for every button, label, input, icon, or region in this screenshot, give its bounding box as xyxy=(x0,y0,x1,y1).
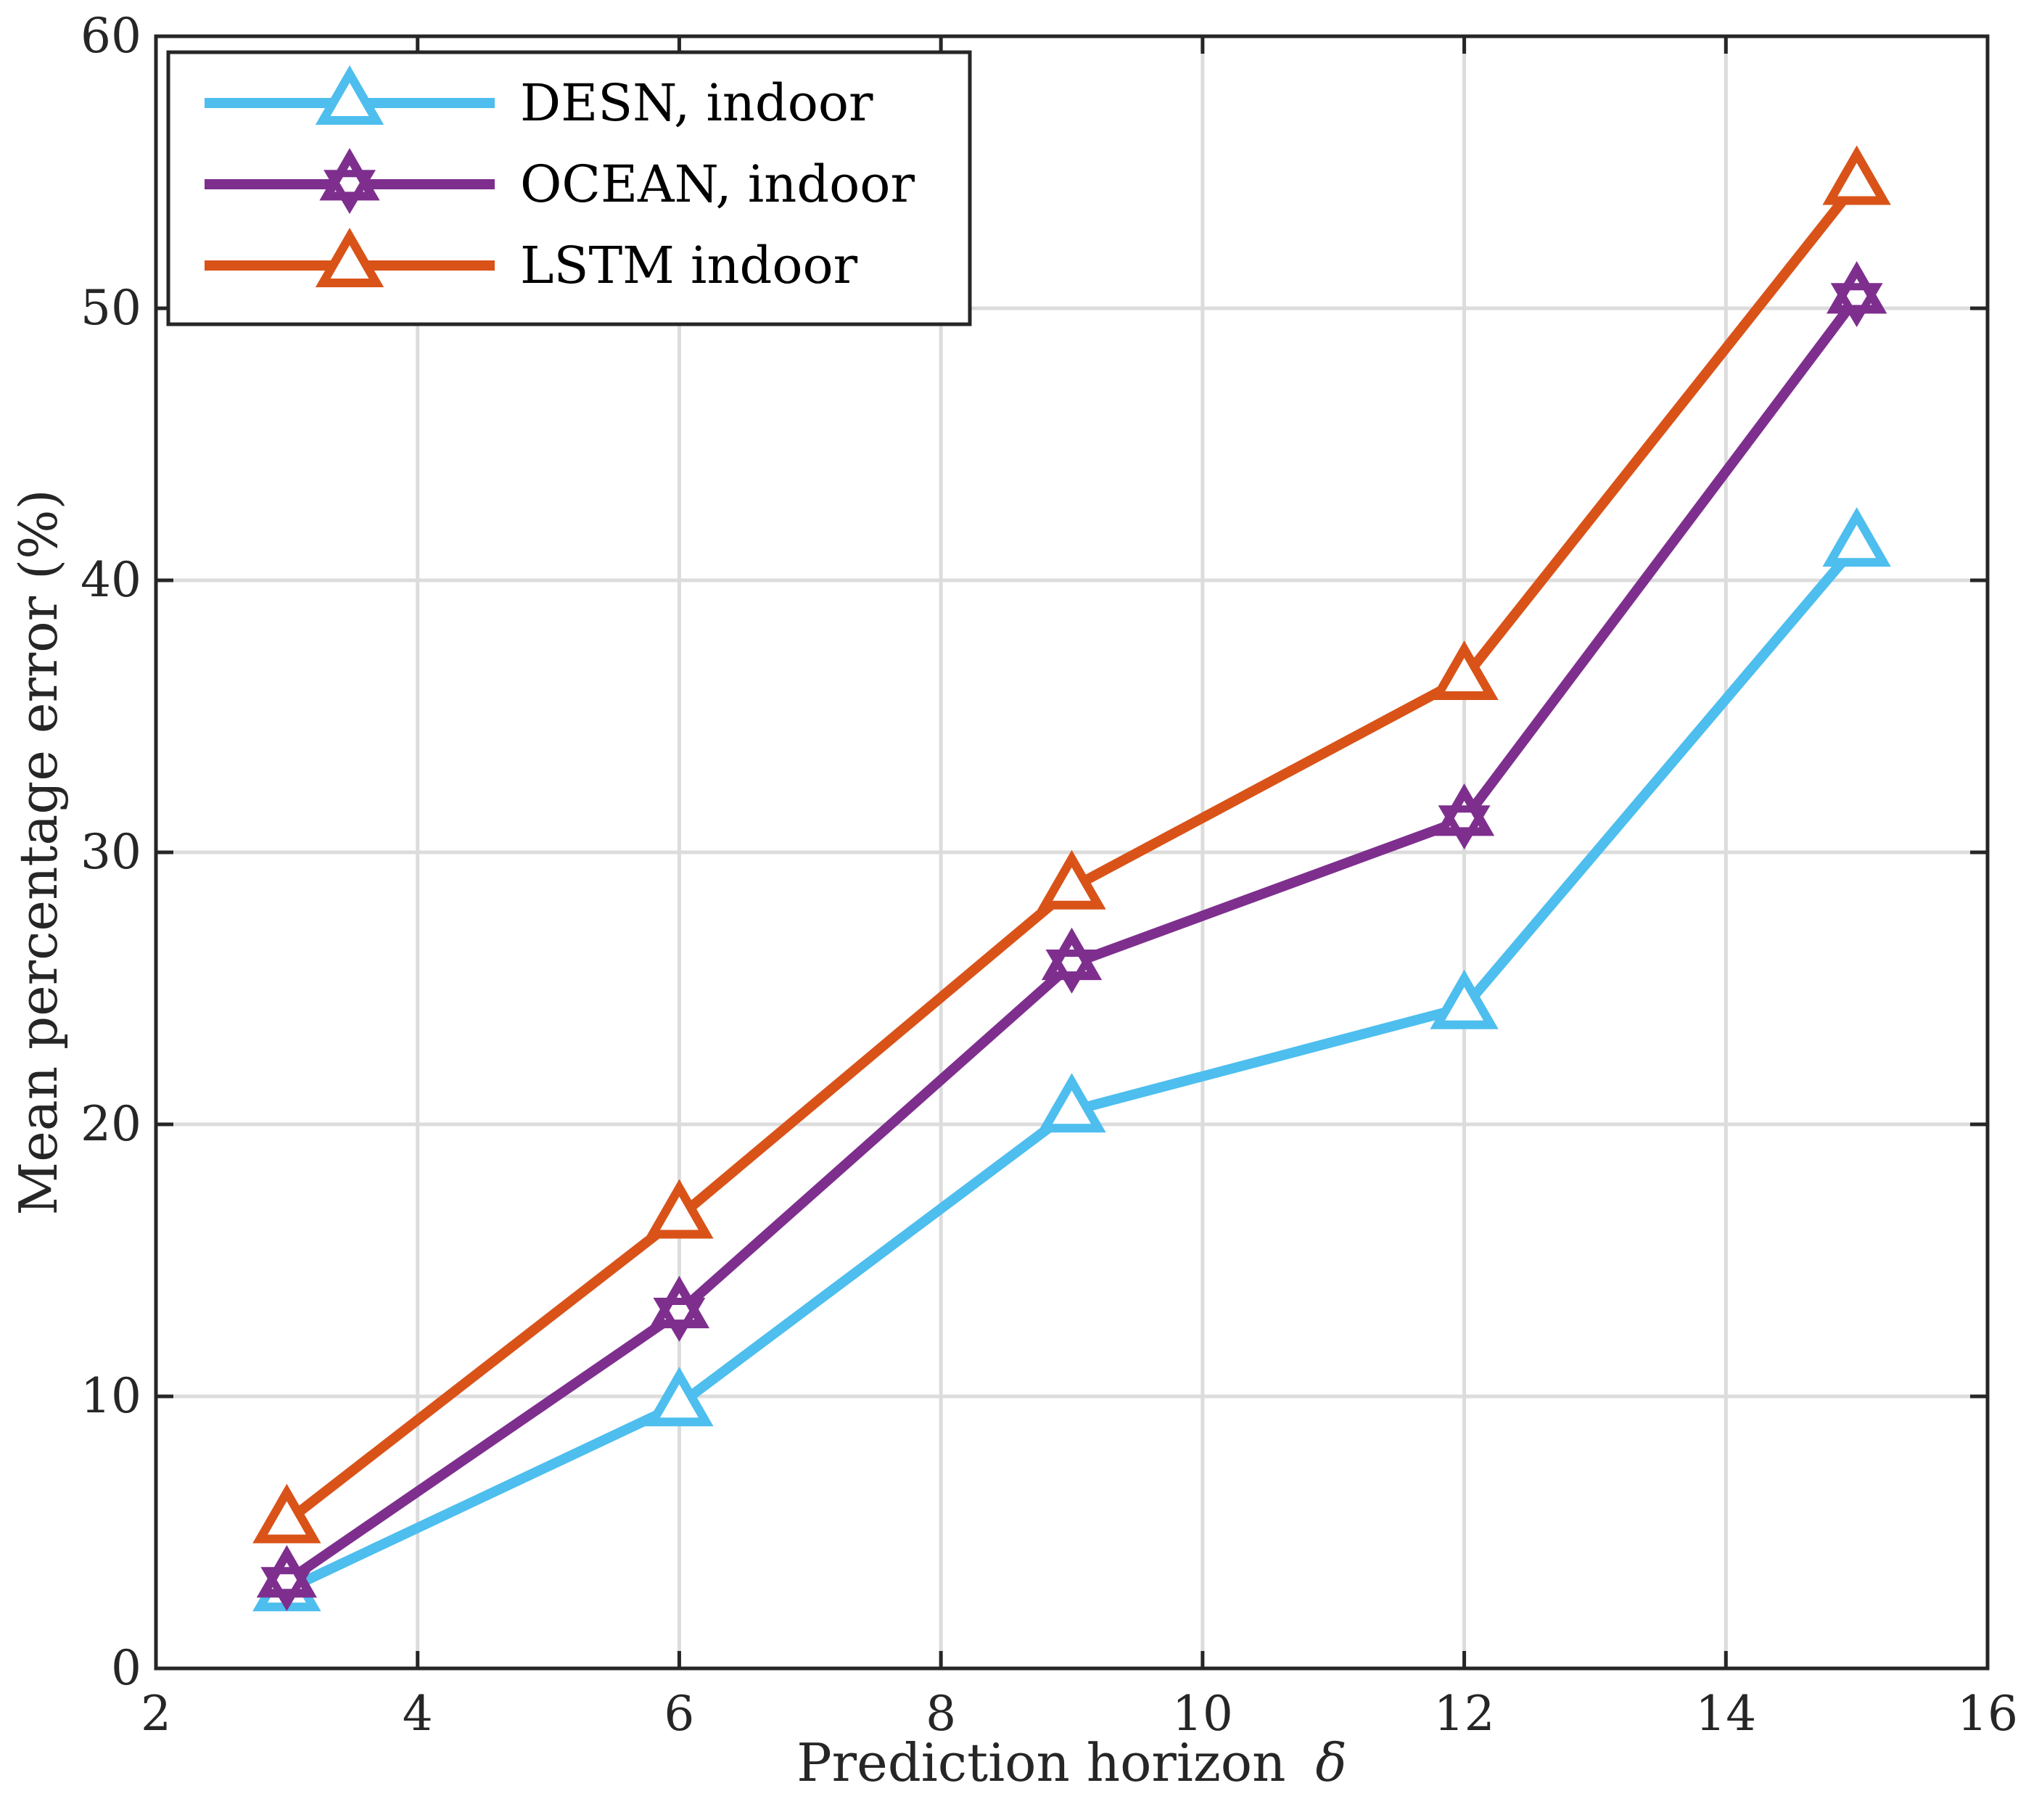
x-axis-label-text: Prediction horizon xyxy=(796,1732,1285,1793)
legend-marker xyxy=(315,227,384,287)
data-point-lower-triangle xyxy=(1438,805,1491,850)
y-tick-label: 60 xyxy=(81,8,141,64)
data-point xyxy=(1037,849,1106,910)
data-point xyxy=(648,1275,710,1342)
legend-marker xyxy=(319,147,380,215)
y-tick-label: 40 xyxy=(81,552,141,608)
y-tick-label: 20 xyxy=(81,1096,141,1152)
x-tick-label: 4 xyxy=(403,1686,433,1742)
x-axis-label-symbol: δ xyxy=(1315,1732,1346,1793)
x-tick-label: 6 xyxy=(664,1686,694,1742)
y-tick-label: 30 xyxy=(81,824,141,880)
data-point xyxy=(1430,640,1499,700)
y-tick-label: 0 xyxy=(111,1640,141,1696)
legend-label: OCEAN, indoor xyxy=(520,155,915,214)
data-point xyxy=(252,1483,321,1544)
data-point xyxy=(645,1179,714,1239)
data-point-lower-triangle xyxy=(260,1567,313,1612)
y-tick-label: 10 xyxy=(81,1368,141,1424)
legend-item: DESN, indoor xyxy=(205,65,873,133)
data-point xyxy=(1433,783,1495,850)
x-tick-label: 8 xyxy=(926,1686,956,1742)
series-1 xyxy=(256,260,1887,1612)
legend-marker xyxy=(315,65,384,125)
x-tick-label: 2 xyxy=(141,1686,171,1742)
x-tick-label: 14 xyxy=(1695,1686,1756,1742)
legend: DESN, indoor OCEAN, indoor LSTM indoor xyxy=(166,50,972,326)
data-point xyxy=(1822,145,1891,205)
x-tick-label: 10 xyxy=(1172,1686,1233,1742)
data-point-lower-triangle xyxy=(1045,950,1098,994)
data-point-lower-triangle xyxy=(1830,283,1883,328)
data-point xyxy=(1430,969,1499,1029)
legend-item: LSTM indoor xyxy=(205,227,858,295)
series-2 xyxy=(252,145,1891,1544)
x-tick-label: 12 xyxy=(1434,1686,1495,1742)
y-tick-label: 50 xyxy=(81,280,141,336)
legend-marker-lower-triangle xyxy=(324,170,376,215)
data-point xyxy=(1826,260,1887,328)
series-group xyxy=(252,145,1891,1612)
data-point xyxy=(1822,507,1891,567)
data-point xyxy=(256,1544,318,1612)
x-axis-label: Prediction horizon δ xyxy=(796,1732,1347,1793)
data-point xyxy=(1041,927,1103,994)
data-point-lower-triangle xyxy=(653,1298,706,1342)
legend-item: OCEAN, indoor xyxy=(205,147,915,215)
data-point xyxy=(645,1367,714,1427)
data-point xyxy=(1037,1073,1106,1133)
legend-label: DESN, indoor xyxy=(520,73,873,133)
tick-labels: 2 4 6 8 10 12 14 16 0 10 20 30 40 50 60 xyxy=(81,8,2018,1742)
legend-box xyxy=(166,50,972,326)
y-axis-label: Mean percentage error (%) xyxy=(8,489,69,1215)
legend-label: LSTM indoor xyxy=(520,236,858,295)
x-tick-label: 16 xyxy=(1957,1686,2018,1742)
